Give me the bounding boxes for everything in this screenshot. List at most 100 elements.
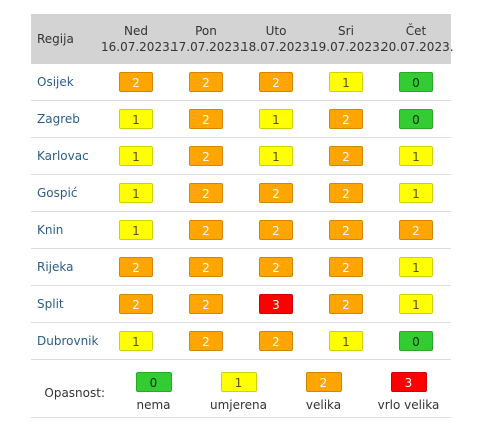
danger-legend: Opasnost: 0 nema 1 umjerena 2 velika 3 v… [31,360,451,418]
danger-level-badge: 2 [259,331,293,351]
level-cell: 2 [311,137,381,175]
level-cell: 1 [241,100,311,138]
danger-level-badge: 1 [399,257,433,277]
table-row: Knin 1 2 2 2 2 [31,211,451,249]
danger-level-badge: 0 [399,72,433,92]
level-cell: 2 [381,211,451,249]
region-name[interactable]: Split [31,285,101,323]
level-cell: 1 [101,137,171,175]
day-column-header: Pon 17.07.2023. [171,14,244,64]
region-column-header: Regija [31,14,101,64]
level-cell: 1 [101,174,171,212]
level-cell: 2 [101,285,171,323]
legend-level-text: vrlo velika [377,398,440,412]
level-cell: 0 [381,64,451,101]
level-cell: 1 [101,100,171,138]
region-name[interactable]: Osijek [31,64,101,101]
danger-level-badge: 2 [189,220,223,240]
level-cell: 2 [171,137,241,175]
region-name[interactable]: Gospić [31,174,101,212]
legend-level-text: umjerena [209,398,268,412]
table-row: Gospić 1 2 2 2 1 [31,174,451,212]
level-cell: 2 [171,211,241,249]
danger-level-badge: 2 [259,257,293,277]
danger-level-badge: 2 [189,109,223,129]
danger-level-badge: 2 [189,294,223,314]
region-name[interactable]: Rijeka [31,248,101,286]
danger-level-badge: 2 [119,72,153,92]
legend-level-badge: 3 [390,372,427,392]
danger-level-badge: 3 [259,294,293,314]
day-name: Pon [195,24,217,38]
danger-level-badge: 1 [119,331,153,351]
level-cell: 2 [171,285,241,323]
level-cell: 2 [241,64,311,101]
danger-level-badge: 1 [329,331,363,351]
legend-level-badge: 0 [135,372,172,392]
level-cell: 1 [101,322,171,360]
level-cell: 3 [241,285,311,323]
level-cell: 2 [241,174,311,212]
danger-level-badge: 2 [329,146,363,166]
day-date: 20.07.2023. [381,40,454,54]
legend-level-badge: 2 [305,372,342,392]
level-cell: 1 [381,174,451,212]
legend-label: Opasnost: [44,386,105,400]
danger-level-badge: 1 [259,109,293,129]
level-cell: 2 [241,322,311,360]
table-header-row: Regija Ned 16.07.2023. Pon 17.07.2023. Uto… [31,14,454,64]
danger-level-badge: 2 [329,257,363,277]
danger-level-badge: 1 [119,109,153,129]
level-cell: 2 [311,174,381,212]
level-cell: 2 [171,322,241,360]
table-row: Split 2 2 3 2 1 [31,285,451,323]
danger-level-badge: 1 [259,146,293,166]
legend-level-text: nema [136,398,171,412]
danger-level-badge: 2 [189,72,223,92]
table-row: Rijeka 2 2 2 2 1 [31,248,451,286]
danger-level-badge: 0 [399,109,433,129]
danger-level-badge: 2 [329,183,363,203]
table-row: Zagreb 1 2 1 2 0 [31,100,451,138]
day-column-header: Sri 19.07.2023. [311,14,384,64]
legend-item: 3 vrlo velika [366,372,451,412]
day-column-header: Ned 16.07.2023. [101,14,174,64]
danger-level-badge: 1 [399,294,433,314]
level-cell: 2 [171,174,241,212]
danger-level-badge: 1 [119,220,153,240]
level-cell: 2 [171,100,241,138]
region-name[interactable]: Knin [31,211,101,249]
region-name[interactable]: Zagreb [31,100,101,138]
level-cell: 1 [241,137,311,175]
danger-level-badge: 2 [189,331,223,351]
legend-item: 2 velika [281,372,366,412]
danger-level-badge: 2 [119,294,153,314]
level-cell: 1 [381,285,451,323]
danger-level-badge: 2 [329,109,363,129]
day-name: Uto [265,24,287,38]
fire-danger-widget: Regija Ned 16.07.2023. Pon 17.07.2023. Uto… [31,14,454,418]
danger-level-badge: 2 [189,183,223,203]
day-column-header: Čet 20.07.2023. [381,14,454,64]
region-name[interactable]: Dubrovnik [31,322,101,360]
danger-level-badge: 2 [329,294,363,314]
danger-level-badge: 1 [399,146,433,166]
danger-level-badge: 2 [189,257,223,277]
danger-level-badge: 2 [259,220,293,240]
level-cell: 2 [101,248,171,286]
level-cell: 1 [381,248,451,286]
level-cell: 2 [241,211,311,249]
table-row: Dubrovnik 1 2 2 1 0 [31,322,451,360]
danger-table: Regija Ned 16.07.2023. Pon 17.07.2023. Uto… [31,14,454,360]
day-name: Čet [405,24,427,38]
danger-level-badge: 2 [119,257,153,277]
region-name[interactable]: Karlovac [31,137,101,175]
level-cell: 1 [101,211,171,249]
level-cell: 2 [311,100,381,138]
level-cell: 2 [311,248,381,286]
danger-level-badge: 1 [119,183,153,203]
level-cell: 0 [381,100,451,138]
danger-level-badge: 1 [399,183,433,203]
table-row: Karlovac 1 2 1 2 1 [31,137,451,175]
danger-level-badge: 1 [119,146,153,166]
